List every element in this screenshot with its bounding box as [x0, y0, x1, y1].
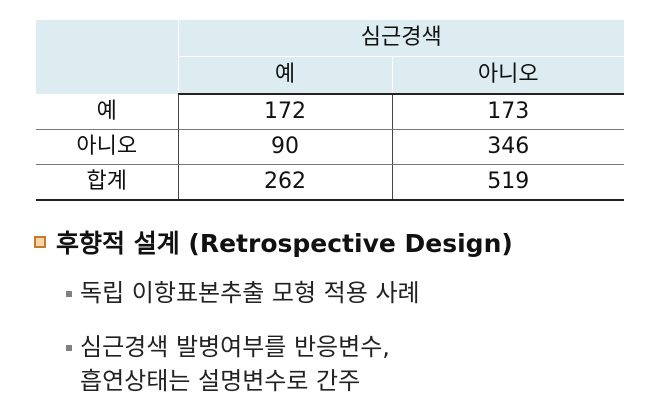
bullet-text: 독립 이항표본추출 모형 적용 사례 [80, 279, 420, 307]
table-header-row-group: 심근경색 [36, 20, 624, 94]
col-header-yes: 예 [178, 56, 393, 95]
bullet-line: 흡연상태는 설명변수로 간주 [80, 367, 361, 395]
bullet-item: 심근경색 발병여부를 반응변수, 흡연상태는 설명변수로 간주 [66, 330, 390, 398]
table-cell: 519 [392, 164, 624, 201]
bullet-item: 독립 이항표본추출 모형 적용 사례 [66, 276, 420, 310]
table-cell: 172 [178, 94, 393, 130]
row-label: 합계 [36, 164, 179, 201]
table-row-total: 합계 262 519 [36, 164, 624, 201]
contingency-table: 심근경색 예 아니오 예 172 173 아니오 90 346 합계 262 5… [36, 20, 624, 201]
table-cell: 173 [392, 94, 624, 130]
group-header: 심근경색 [178, 20, 624, 57]
section-heading: 후향적 설계 (Retrospective Design) [34, 224, 513, 260]
sub-bullet-icon [66, 291, 72, 297]
bullet-line: 심근경색 발병여부를 반응변수, [80, 333, 390, 361]
sub-bullet-icon [66, 345, 72, 351]
row-label: 아니오 [36, 129, 179, 165]
table-corner-cell [36, 20, 179, 94]
col-header-no: 아니오 [392, 56, 624, 95]
table-row: 예 172 173 [36, 94, 624, 130]
section-heading-text: 후향적 설계 (Retrospective Design) [56, 229, 513, 258]
table-cell: 90 [178, 129, 393, 165]
table-cell: 262 [178, 164, 393, 201]
bullet-text: 심근경색 발병여부를 반응변수, 흡연상태는 설명변수로 간주 [80, 330, 390, 398]
table-row: 아니오 90 346 [36, 129, 624, 165]
table-cell: 346 [392, 129, 624, 165]
table-header-row-columns: 예 아니오 [36, 56, 624, 95]
square-bullet-icon [34, 236, 46, 248]
row-label: 예 [36, 94, 179, 130]
